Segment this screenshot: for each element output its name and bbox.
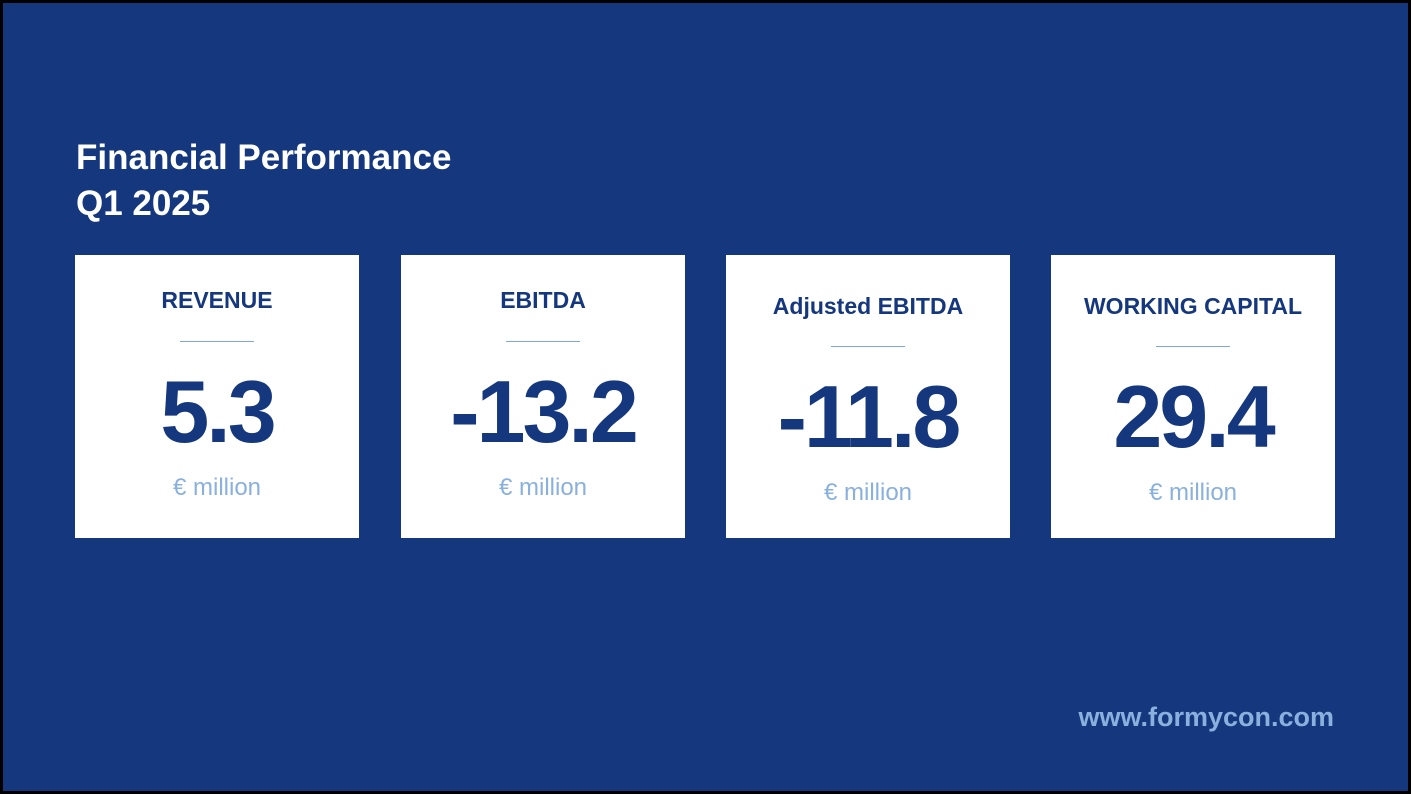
kpi-label: EBITDA	[500, 287, 586, 313]
kpi-card-ebitda: EBITDA -13.2 € million	[401, 255, 685, 538]
kpi-unit: € million	[823, 479, 913, 506]
kpi-unit: € million	[498, 474, 588, 501]
page-title: Financial Performance Q1 2025	[76, 135, 451, 227]
kpi-card-revenue: REVENUE 5.3 € million	[75, 255, 359, 538]
title-line-2: Q1 2025	[76, 184, 211, 223]
kpi-value: -11.8	[777, 367, 962, 466]
kpi-label: WORKING CAPITAL	[1083, 293, 1303, 319]
slide: Financial Performance Q1 2025 REVENUE 5.…	[3, 3, 1408, 791]
kpi-label: REVENUE	[161, 287, 273, 313]
kpi-card-adjusted-ebitda: Adjusted EBITDA -11.8 € million	[726, 255, 1010, 538]
title-line-1: Financial Performance	[76, 138, 452, 177]
kpi-unit: € million	[1148, 479, 1238, 506]
kpi-divider	[1156, 346, 1230, 347]
website-url[interactable]: www.formycon.com	[1078, 702, 1334, 732]
kpi-card-working-capital: WORKING CAPITAL 29.4 € million	[1051, 255, 1335, 538]
kpi-value: 5.3	[160, 362, 276, 461]
kpi-value: 29.4	[1113, 367, 1275, 466]
kpi-divider	[506, 341, 580, 342]
kpi-divider	[831, 346, 905, 347]
kpi-divider	[180, 341, 254, 342]
kpi-unit: € million	[172, 474, 262, 501]
kpi-value: -13.2	[450, 362, 639, 461]
kpi-label: Adjusted EBITDA	[772, 293, 964, 319]
